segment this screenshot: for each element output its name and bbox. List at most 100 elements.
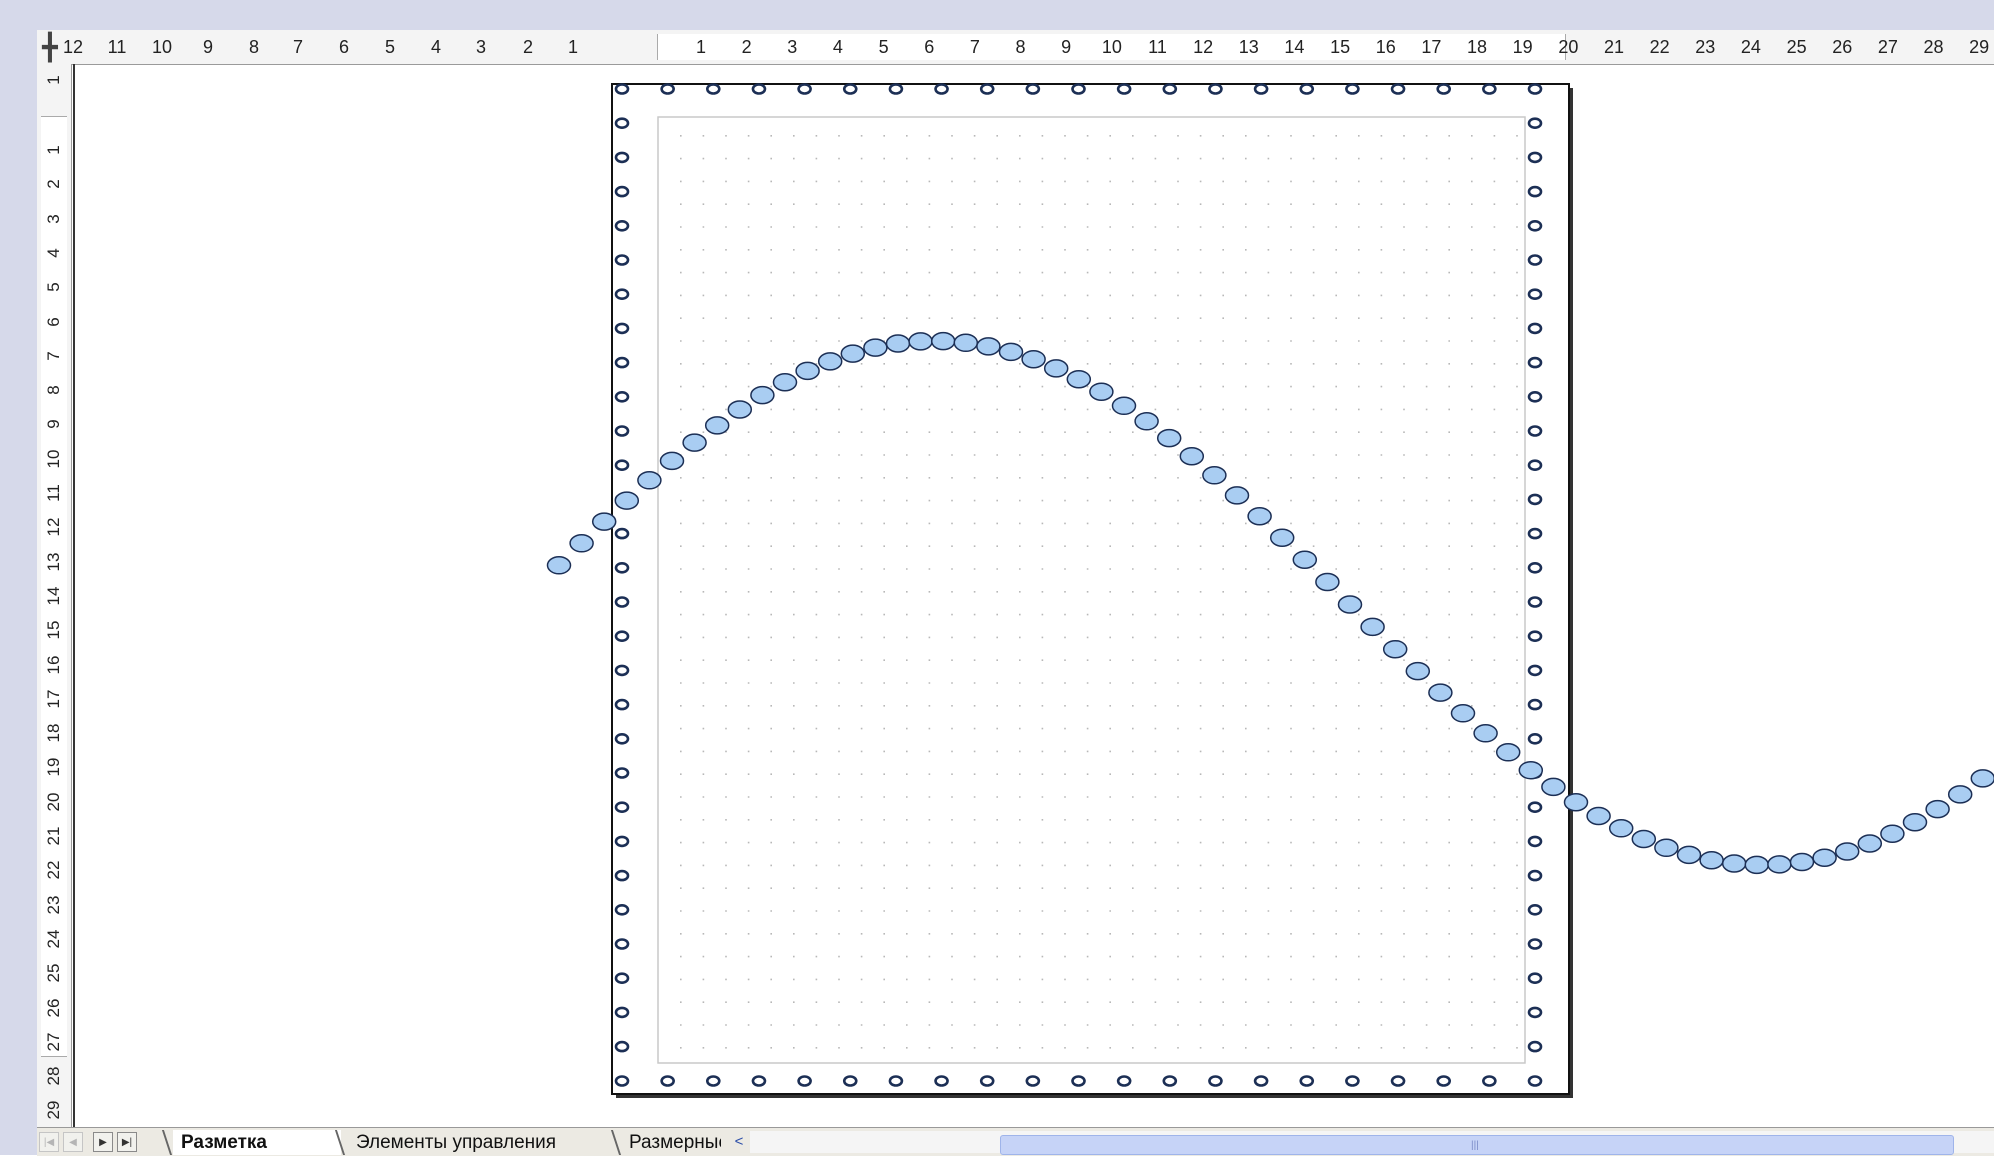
border-marker	[1527, 425, 1543, 437]
ruler-label: 8	[1015, 37, 1026, 57]
sine-bead	[1857, 834, 1883, 853]
tab-dimensions[interactable]: Размерные	[629, 1132, 721, 1153]
sine-bead	[1676, 845, 1702, 865]
sine-bead	[953, 333, 979, 353]
sine-bead	[1902, 812, 1928, 832]
border-marker	[1345, 1075, 1360, 1087]
ruler-label: 1	[567, 37, 579, 57]
sine-bead	[1473, 724, 1498, 743]
sine-bead	[569, 534, 594, 553]
sine-bead	[1586, 806, 1611, 826]
scrollbar-thumb[interactable]: |||	[1000, 1135, 1954, 1155]
sine-bead	[1947, 785, 1973, 804]
ruler-label: 27	[1877, 37, 1898, 57]
sine-bead	[1269, 528, 1295, 547]
border-marker	[614, 698, 630, 711]
ruler-page-zone	[657, 34, 1566, 60]
border-marker	[1025, 83, 1041, 95]
sine-bead	[1111, 396, 1137, 416]
border-marker	[1527, 151, 1543, 164]
horizontal-scrollbar[interactable]: |||	[750, 1131, 1994, 1155]
border-marker	[614, 220, 630, 232]
sine-bead	[1608, 819, 1634, 838]
sine-bead	[1654, 838, 1679, 858]
border-marker	[1527, 322, 1543, 335]
border-marker	[979, 1075, 995, 1087]
border-marker	[1527, 527, 1543, 540]
sine-bead	[1789, 852, 1815, 872]
ruler-origin-icon[interactable]: ╋	[42, 32, 58, 62]
ruler-label: 5	[384, 37, 396, 57]
ruler-label: 6	[924, 37, 935, 57]
border-marker	[1527, 630, 1543, 643]
border-marker	[1208, 1075, 1223, 1087]
border-marker	[614, 801, 630, 814]
horizontal-ruler[interactable]: ╋ 12 11 10 9 8 7 6 5 4 3 2 1 1 2 3 4 5 6 7 8 9 10 11 12 13 14 15 16…	[37, 30, 1994, 65]
tab-controls[interactable]: Элементы управления	[356, 1132, 557, 1153]
sine-bead	[1134, 412, 1159, 431]
border-marker	[614, 151, 630, 164]
next-sheet-button[interactable]: ▶	[93, 1132, 113, 1152]
sheet-tab-bar: |◀ ◀ ▶ ▶| Разметка Элементы управления Р…	[37, 1127, 1994, 1156]
scroll-left-arrow-icon[interactable]: <	[734, 1133, 744, 1150]
ruler-label: 1	[695, 37, 707, 57]
border-marker	[614, 664, 630, 677]
border-marker	[979, 83, 995, 95]
ruler-label: 10	[1101, 37, 1122, 57]
ruler-label: 28	[1923, 37, 1944, 57]
ruler-label: 7	[292, 37, 304, 57]
sine-bead	[1518, 760, 1544, 780]
border-marker	[1527, 732, 1543, 745]
ruler-label: 2	[741, 37, 752, 57]
ruler-label: 9	[1061, 37, 1072, 57]
sine-bead	[1179, 446, 1205, 466]
border-marker	[1071, 1075, 1086, 1087]
sine-bead	[1021, 349, 1046, 369]
border-marker	[934, 83, 949, 95]
prev-sheet-button[interactable]: ◀	[63, 1132, 83, 1152]
ruler-label: 12	[1193, 37, 1214, 57]
sine-bead	[840, 344, 866, 363]
border-marker	[614, 767, 630, 779]
sine-bead	[1970, 769, 1994, 788]
border-marker	[1527, 1006, 1543, 1019]
border-marker	[660, 83, 675, 95]
border-marker	[614, 390, 630, 403]
ruler-label: 20	[1558, 37, 1579, 57]
border-marker	[888, 83, 904, 95]
sine-bead	[637, 471, 662, 490]
first-sheet-button[interactable]: |◀	[39, 1132, 59, 1152]
border-marker	[1527, 185, 1543, 198]
sine-bead	[727, 400, 753, 419]
border-marker	[1527, 938, 1543, 950]
border-marker	[1527, 459, 1543, 472]
border-marker	[1527, 869, 1543, 882]
sine-bead	[1631, 829, 1657, 849]
ruler-label: 10	[151, 37, 173, 57]
border-marker	[1345, 83, 1360, 95]
border-marker	[614, 1075, 630, 1087]
ruler-label: 23	[1695, 37, 1716, 57]
vertical-ruler-page-zone	[41, 116, 67, 1057]
border-marker	[1527, 972, 1543, 985]
border-marker	[614, 254, 630, 266]
ruler-label: 11	[1148, 37, 1167, 57]
sine-bead	[1563, 792, 1589, 812]
sine-bead	[1156, 428, 1182, 448]
sine-bead	[1089, 382, 1114, 401]
ruler-label: 9	[202, 37, 214, 57]
border-marker	[614, 869, 630, 882]
sine-bead	[1428, 683, 1453, 702]
last-sheet-button[interactable]: ▶|	[117, 1132, 137, 1152]
vertical-ruler[interactable]: 1 1 2 3 4 5 6 7 8 9 10 11 12 13 14 15 16 17 18 19 20 21 22 23 24…	[37, 64, 72, 1127]
sine-bead	[1224, 486, 1250, 505]
tab-razmetka[interactable]: Разметка	[173, 1130, 341, 1155]
border-marker	[660, 1075, 675, 1087]
border-marker	[1527, 561, 1543, 574]
horizontal-ruler-labels: 12 11 10 9 8 7 6 5 4 3 2 1 1 2 3 4 5 6 7 8 9 10 11 12 13 14 15 16 17…	[37, 30, 1994, 64]
border-marker	[1162, 1075, 1178, 1087]
border-marker	[614, 356, 630, 369]
border-marker	[797, 1075, 812, 1087]
ruler-label: 3	[787, 37, 798, 57]
